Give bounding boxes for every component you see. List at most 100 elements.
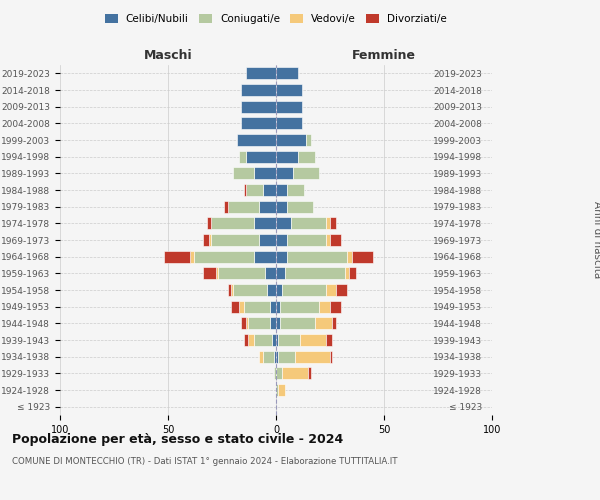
Bar (276, 250, 287, 262)
Bar (276, 318, 280, 330)
Bar (224, 200, 229, 212)
Bar (194, 250, 254, 262)
Bar (287, 200, 313, 212)
Bar (209, 234, 211, 246)
Bar (283, 284, 326, 296)
Bar (248, 318, 269, 330)
Bar (241, 118, 276, 130)
Bar (233, 284, 268, 296)
Bar (246, 68, 276, 80)
Bar (241, 84, 276, 96)
Bar (276, 334, 278, 346)
Bar (330, 350, 332, 362)
Bar (349, 268, 356, 280)
Bar (241, 318, 246, 330)
Bar (218, 268, 265, 280)
Bar (229, 284, 230, 296)
Bar (280, 318, 315, 330)
Bar (254, 218, 276, 230)
Bar (276, 384, 278, 396)
Bar (345, 268, 349, 280)
Bar (203, 234, 209, 246)
Bar (239, 300, 244, 312)
Bar (308, 368, 311, 380)
Bar (239, 150, 246, 162)
Bar (326, 234, 330, 246)
Bar (259, 234, 276, 246)
Bar (230, 284, 233, 296)
Bar (278, 384, 284, 396)
Bar (326, 334, 332, 346)
Bar (306, 134, 311, 146)
Bar (254, 250, 276, 262)
Bar (300, 334, 326, 346)
Bar (276, 100, 302, 112)
Bar (280, 300, 319, 312)
Bar (207, 218, 211, 230)
Bar (246, 184, 263, 196)
Bar (263, 350, 274, 362)
Bar (284, 268, 345, 280)
Text: Anni di nascita: Anni di nascita (592, 202, 600, 278)
Bar (254, 334, 272, 346)
Bar (259, 350, 263, 362)
Bar (244, 184, 246, 196)
Text: COMUNE DI MONTECCHIO (TR) - Dati ISTAT 1° gennaio 2024 - Elaborazione TUTTITALIA: COMUNE DI MONTECCHIO (TR) - Dati ISTAT 1… (12, 458, 398, 466)
Bar (265, 268, 276, 280)
Bar (190, 250, 194, 262)
Bar (276, 150, 298, 162)
Bar (241, 100, 276, 112)
Bar (326, 284, 337, 296)
Bar (259, 200, 276, 212)
Bar (276, 300, 280, 312)
Bar (276, 368, 283, 380)
Text: Popolazione per età, sesso e stato civile - 2024: Popolazione per età, sesso e stato civil… (12, 432, 343, 446)
Bar (287, 234, 326, 246)
Bar (276, 218, 291, 230)
Bar (330, 300, 341, 312)
Bar (246, 150, 276, 162)
Bar (330, 234, 341, 246)
Bar (283, 368, 308, 380)
Bar (315, 318, 332, 330)
Bar (246, 318, 248, 330)
Bar (276, 284, 283, 296)
Bar (164, 250, 190, 262)
Bar (287, 250, 347, 262)
Bar (330, 218, 337, 230)
Bar (274, 368, 276, 380)
Text: Femmine: Femmine (352, 48, 416, 62)
Bar (230, 300, 239, 312)
Bar (278, 334, 300, 346)
Bar (276, 168, 293, 179)
Bar (274, 350, 276, 362)
Bar (291, 218, 326, 230)
Bar (244, 334, 248, 346)
Legend: Celibi/Nubili, Coniugati/e, Vedovi/e, Divorziati/e: Celibi/Nubili, Coniugati/e, Vedovi/e, Di… (101, 10, 451, 29)
Bar (269, 300, 276, 312)
Bar (229, 200, 259, 212)
Bar (276, 268, 284, 280)
Bar (278, 350, 295, 362)
Bar (268, 284, 276, 296)
Bar (276, 118, 302, 130)
Bar (276, 234, 287, 246)
Bar (203, 268, 215, 280)
Bar (276, 84, 302, 96)
Bar (352, 250, 373, 262)
Bar (248, 334, 254, 346)
Bar (337, 284, 347, 296)
Bar (272, 334, 276, 346)
Bar (319, 300, 330, 312)
Bar (254, 168, 276, 179)
Bar (276, 350, 278, 362)
Bar (211, 218, 254, 230)
Bar (332, 318, 337, 330)
Bar (293, 168, 319, 179)
Bar (263, 184, 276, 196)
Bar (295, 350, 330, 362)
Bar (233, 168, 254, 179)
Bar (326, 218, 330, 230)
Bar (269, 318, 276, 330)
Bar (276, 68, 298, 80)
